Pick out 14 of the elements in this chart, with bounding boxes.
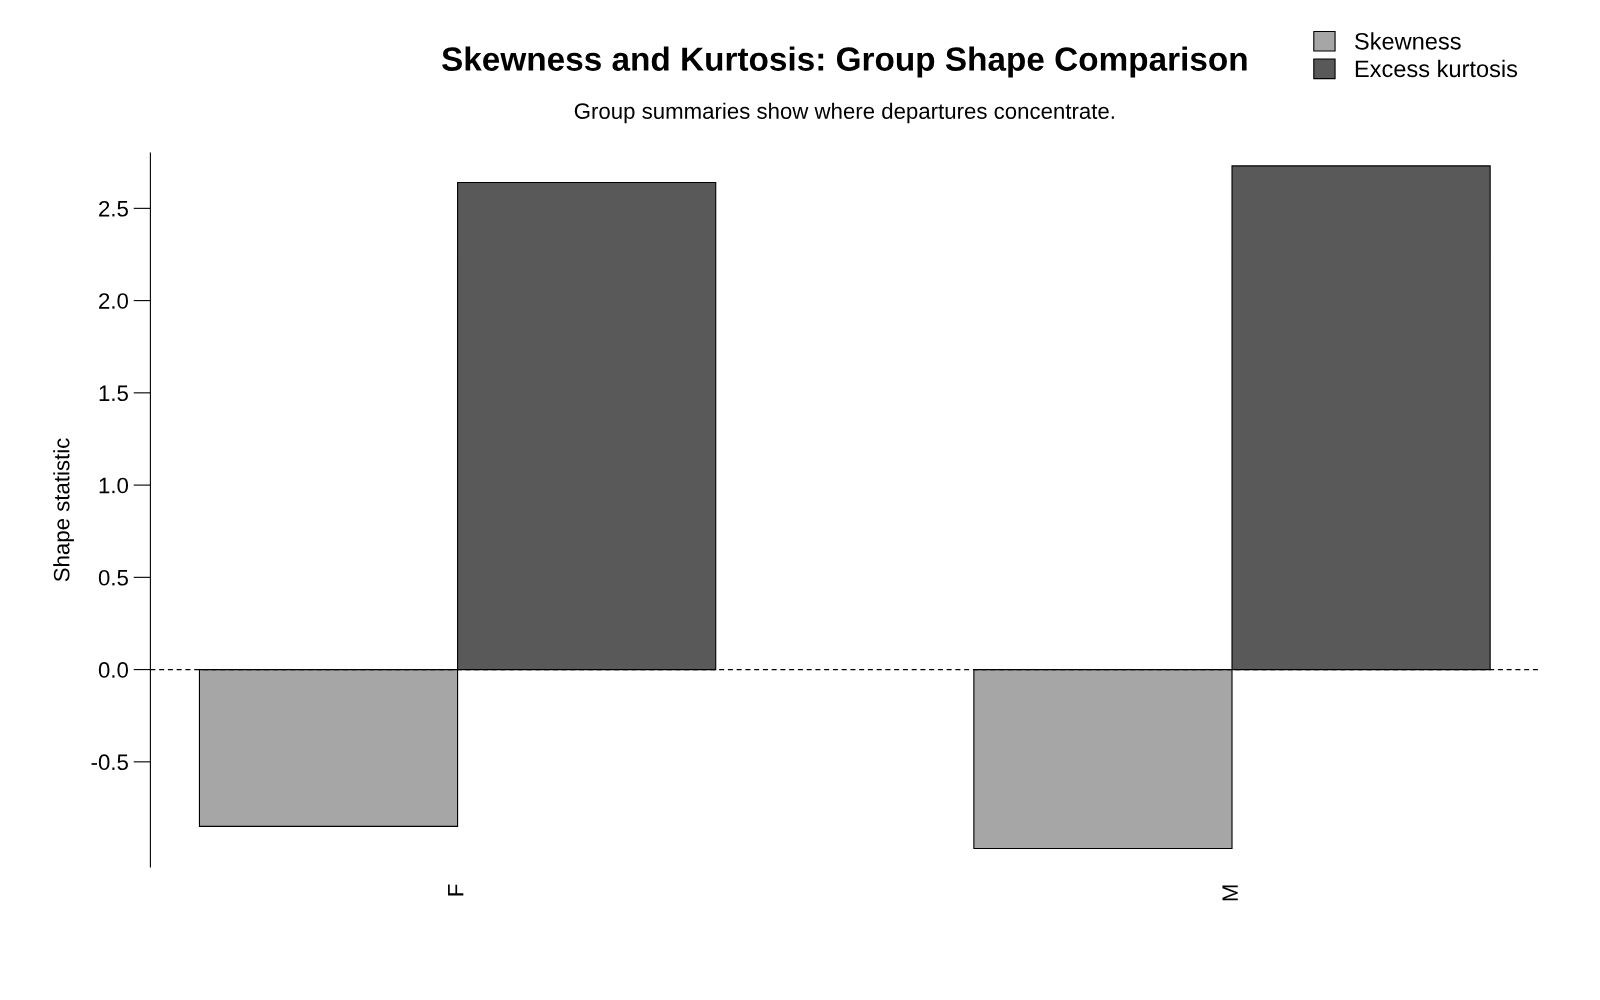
y-tick-label: -0.5 [91, 754, 128, 771]
y-tick-label: 1.5 [99, 385, 128, 402]
legend-label: Excess kurtosis [1355, 59, 1518, 78]
y-tick-label: 0.0 [98, 662, 129, 678]
legend-label: Skewness [1355, 32, 1461, 50]
y-axis-title: Shape statistic [53, 438, 74, 582]
x-tick-label: M [1222, 885, 1238, 901]
y-tick-label: 2.0 [99, 293, 129, 309]
y-tick-label: 2.5 [99, 200, 128, 217]
x-tick-label: F [448, 884, 464, 896]
chart-title: Skewness and Kurtosis: Group Shape Comparison [442, 46, 1247, 78]
y-tick-label: 0.5 [98, 569, 128, 586]
chart-subtitle: Group summaries show where departures concentrate. [574, 102, 1114, 124]
y-tick-label: 1.0 [99, 477, 129, 494]
